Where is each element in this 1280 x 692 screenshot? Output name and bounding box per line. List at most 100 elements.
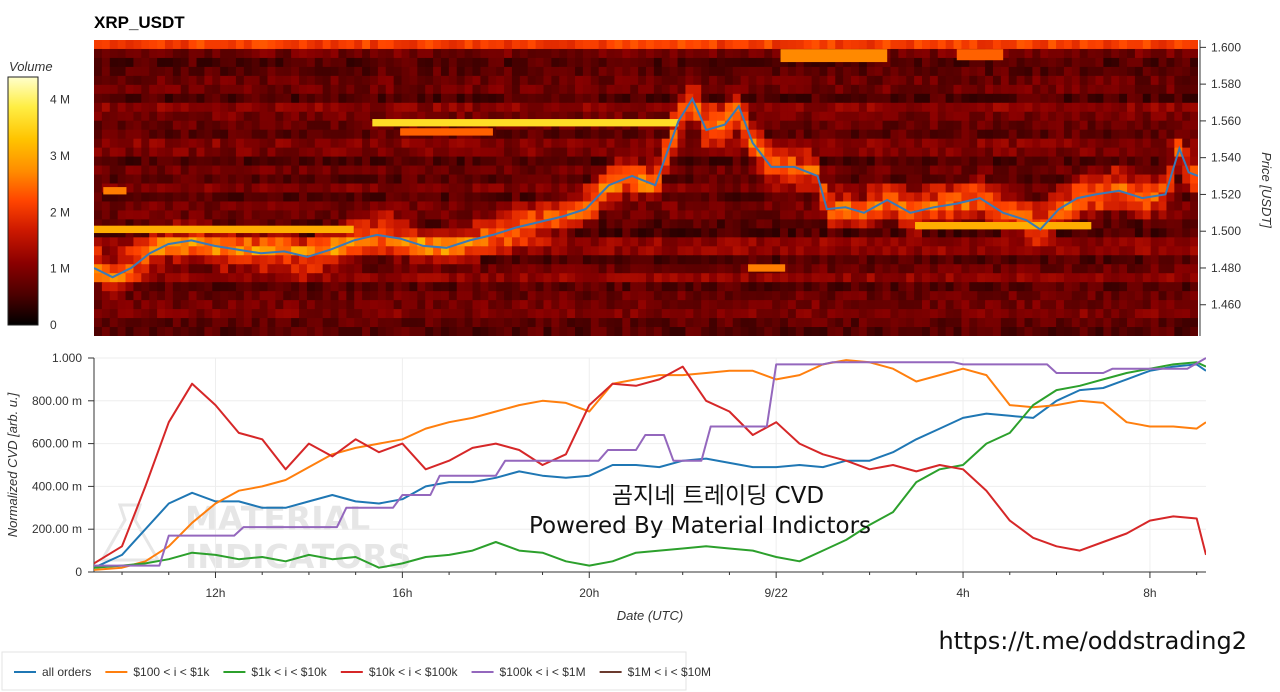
heatmap-cell bbox=[598, 147, 608, 158]
heatmap-cell bbox=[346, 282, 355, 292]
heatmap-cell bbox=[1032, 264, 1041, 274]
heatmap-cell bbox=[1016, 318, 1026, 328]
heatmap-cell bbox=[1127, 40, 1136, 50]
heatmap-cell bbox=[575, 264, 584, 274]
heatmap-cell bbox=[322, 40, 332, 50]
heatmap-cell bbox=[425, 192, 434, 203]
heatmap-cell bbox=[433, 264, 442, 274]
heatmap-cell bbox=[582, 318, 592, 328]
heatmap-cell bbox=[653, 264, 663, 274]
heatmap-cell bbox=[212, 300, 221, 310]
heatmap-cell bbox=[259, 93, 269, 104]
heatmap-cell bbox=[764, 165, 773, 176]
heatmap-cell bbox=[874, 237, 884, 247]
heatmap-cell bbox=[1158, 66, 1168, 77]
heatmap-cell bbox=[1119, 246, 1128, 256]
heatmap-cell bbox=[922, 40, 931, 50]
heatmap-cell bbox=[638, 111, 647, 122]
colorbar-tick-label: 1 M bbox=[50, 262, 70, 276]
heatmap-cell bbox=[267, 75, 276, 86]
heatmap-cell bbox=[299, 57, 308, 68]
cvd-series-line bbox=[94, 363, 1206, 569]
heatmap-cell bbox=[519, 228, 529, 238]
heatmap-cell bbox=[740, 309, 750, 319]
heatmap-cell bbox=[1182, 246, 1191, 256]
heatmap-cell bbox=[551, 291, 560, 301]
heatmap-cell bbox=[843, 309, 852, 319]
heatmap-cell bbox=[646, 102, 655, 113]
heatmap-cell bbox=[953, 84, 963, 95]
heatmap-cell bbox=[929, 129, 939, 140]
heatmap-cell bbox=[961, 309, 970, 319]
heatmap-cell bbox=[283, 66, 292, 77]
heatmap-cell bbox=[1111, 282, 1120, 292]
heatmap-cell bbox=[756, 66, 765, 77]
heatmap-cell bbox=[141, 192, 150, 203]
heatmap-cell bbox=[929, 84, 939, 95]
heatmap-cell bbox=[133, 66, 142, 77]
heatmap-cell bbox=[985, 327, 994, 336]
heatmap-cell bbox=[464, 237, 474, 247]
heatmap-cell bbox=[922, 48, 931, 59]
heatmap-cell bbox=[212, 201, 221, 212]
heatmap-cell bbox=[1182, 192, 1191, 203]
heatmap-cell bbox=[346, 318, 355, 328]
heatmap-cell bbox=[866, 156, 876, 167]
heatmap-cell bbox=[204, 282, 213, 292]
heatmap-cell bbox=[235, 40, 245, 50]
heatmap-cell bbox=[275, 264, 284, 274]
heatmap-cell bbox=[417, 75, 426, 86]
heatmap-cell bbox=[1158, 255, 1168, 265]
heatmap-cell bbox=[732, 66, 742, 77]
heatmap-cell bbox=[1040, 201, 1049, 212]
heatmap-cell bbox=[377, 147, 387, 158]
heatmap-cell bbox=[243, 255, 253, 265]
heatmap-cell bbox=[243, 318, 253, 328]
heatmap-cell bbox=[961, 237, 970, 247]
heatmap-cell bbox=[1174, 66, 1183, 77]
heatmap-cell bbox=[519, 327, 529, 336]
heatmap-cell bbox=[133, 282, 142, 292]
heatmap-cell bbox=[1119, 309, 1128, 319]
heatmap-cell bbox=[811, 93, 821, 104]
heatmap-cell bbox=[377, 57, 387, 68]
heatmap-cell bbox=[472, 84, 481, 95]
heatmap-cell bbox=[977, 201, 986, 212]
heatmap-cell bbox=[716, 75, 726, 86]
telegram-link[interactable]: https://t.me/oddstrading2 bbox=[938, 627, 1247, 655]
heatmap-cell bbox=[866, 138, 876, 149]
heatmap-cell bbox=[519, 111, 529, 122]
heatmap-cell bbox=[858, 237, 868, 247]
heatmap-cell bbox=[961, 174, 970, 185]
heatmap-cell bbox=[283, 40, 292, 50]
heatmap-cell bbox=[1158, 318, 1168, 328]
heatmap-cell bbox=[724, 48, 734, 59]
heatmap-cell bbox=[1024, 138, 1033, 149]
heatmap-cell bbox=[567, 66, 576, 77]
heatmap-cell bbox=[1016, 40, 1026, 50]
heatmap-cell bbox=[945, 102, 955, 113]
heatmap-cell bbox=[480, 174, 489, 185]
heatmap-cell bbox=[992, 237, 1002, 247]
heatmap-cell bbox=[393, 219, 403, 229]
heatmap-cell bbox=[716, 129, 726, 140]
heatmap-cell bbox=[125, 318, 135, 328]
heatmap-cell bbox=[969, 309, 978, 319]
heatmap-cell bbox=[559, 291, 568, 301]
heatmap-cell bbox=[937, 102, 947, 113]
heatmap-cell bbox=[843, 66, 852, 77]
heatmap-cell bbox=[496, 165, 505, 176]
heatmap-cell bbox=[94, 147, 103, 158]
heatmap-cell bbox=[251, 255, 261, 265]
heatmap-cell bbox=[1032, 228, 1041, 238]
heatmap-cell bbox=[354, 219, 363, 229]
heatmap-cell bbox=[157, 300, 166, 310]
heatmap-cell bbox=[417, 255, 426, 265]
heatmap-cell bbox=[866, 147, 876, 158]
heatmap-cell bbox=[606, 66, 616, 77]
heatmap-cell bbox=[598, 129, 608, 140]
heatmap-cell bbox=[606, 147, 616, 158]
heatmap-cell bbox=[409, 40, 418, 50]
heatmap-cell bbox=[1056, 40, 1065, 50]
heatmap-cell bbox=[425, 174, 434, 185]
